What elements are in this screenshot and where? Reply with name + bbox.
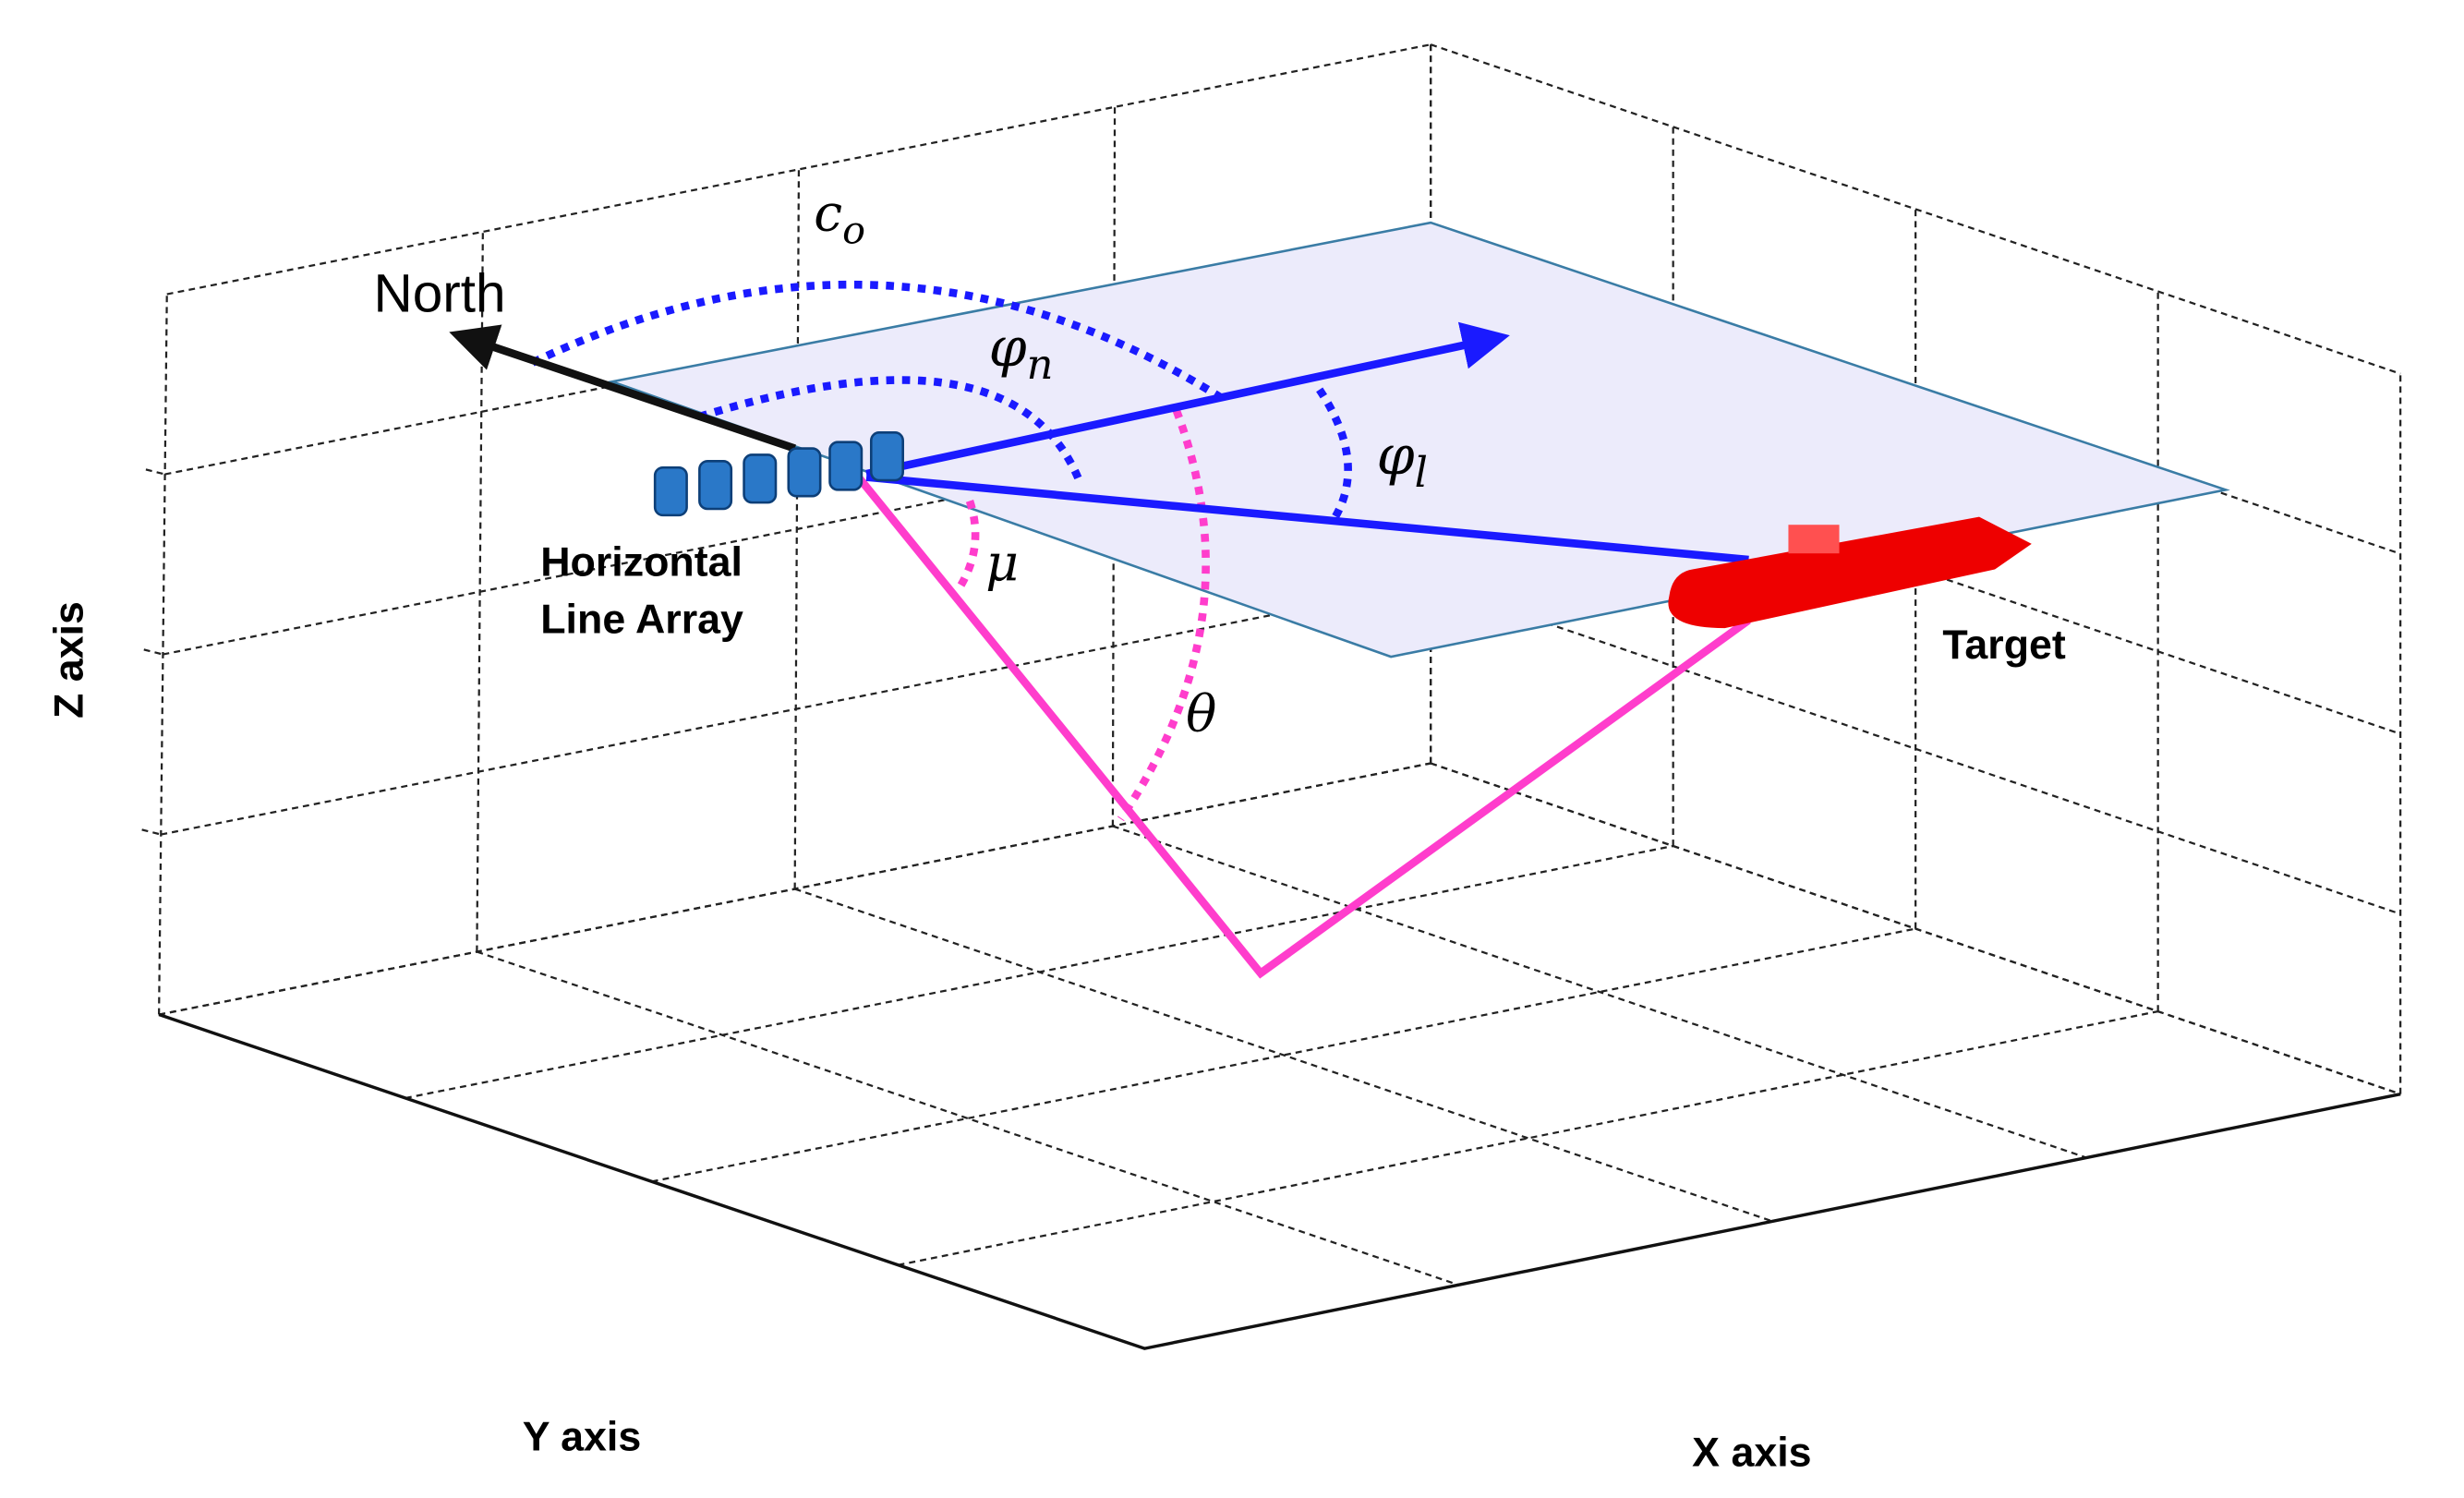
array-label: Horizontal	[540, 538, 743, 585]
array-label: Line Array	[540, 596, 743, 642]
north-arrow	[449, 324, 797, 453]
x-axis-label: X axis	[1692, 1430, 1811, 1476]
grid-line	[651, 927, 1916, 1183]
grid-line	[1430, 43, 2401, 375]
co-label: co	[814, 184, 865, 253]
grid-line	[898, 1010, 2158, 1266]
grid-line	[1430, 582, 2401, 915]
arc-phi-l	[1316, 387, 1352, 519]
phi-l-label: φl	[1377, 424, 1428, 497]
grid-line	[1112, 825, 2087, 1159]
theta-label: θ	[1186, 684, 1216, 743]
grid-line	[145, 468, 165, 476]
look-arrow	[865, 321, 1510, 478]
z-axis-label: Z axis	[46, 601, 92, 719]
floor-edge	[158, 1012, 2401, 1350]
arc-theta	[1117, 408, 1210, 822]
grid-line	[141, 828, 162, 836]
phi-n-label: φn	[989, 316, 1054, 389]
grid-line	[794, 888, 1773, 1223]
y-axis-label: Y axis	[523, 1413, 642, 1459]
grid-line	[477, 950, 1459, 1287]
grid-line	[1430, 762, 2401, 1095]
north-label: North	[374, 263, 506, 323]
grid-line	[166, 43, 1431, 296]
grid-line	[158, 294, 168, 1015]
target-line	[865, 473, 1749, 564]
grid-line	[143, 648, 163, 656]
grid-line	[161, 582, 1431, 836]
grid-line	[163, 403, 1431, 656]
mu-label: μ	[985, 533, 1019, 592]
line-array	[653, 431, 904, 517]
arc-phi-n	[698, 376, 1085, 487]
target-sub	[1668, 516, 2032, 629]
grid	[141, 43, 2402, 1350]
grid-line	[164, 223, 1431, 476]
ray-path	[855, 474, 1751, 979]
arc-mu	[953, 500, 980, 594]
target-label: Target	[1942, 622, 2066, 668]
